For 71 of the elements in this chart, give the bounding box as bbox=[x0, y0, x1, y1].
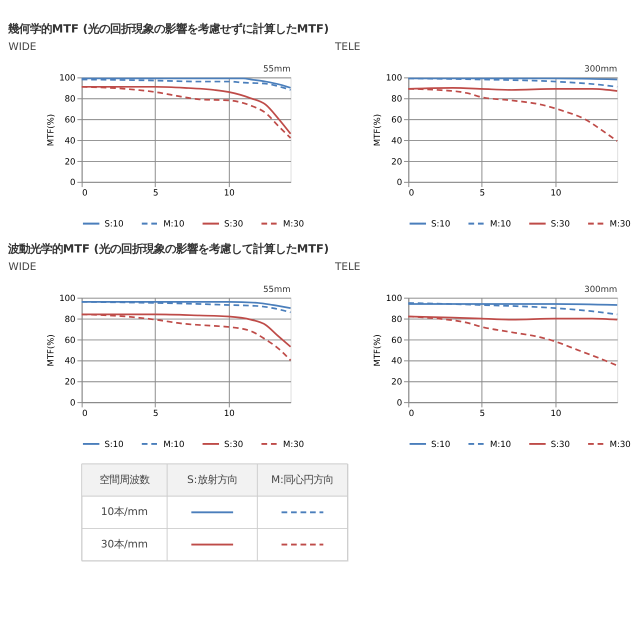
y-tick-label: 40 bbox=[64, 136, 76, 146]
y-tick-label: 80 bbox=[391, 94, 402, 105]
y-tick-label: 100 bbox=[386, 74, 402, 84]
chart-title: 幾何学的MTF (光の回折現象の影響を考慮せずに計算したMTF) bbox=[6, 21, 329, 36]
chart-title: TELE bbox=[334, 261, 360, 274]
chart-title: 波動光学的MTF (光の回折現象の影響を考慮して計算したMTF) bbox=[6, 242, 329, 256]
x-tick-label: 10 bbox=[550, 408, 562, 419]
x-tick-label: 0 bbox=[82, 188, 88, 199]
legend-label: S:10 bbox=[104, 219, 124, 230]
text: 300mm bbox=[584, 64, 618, 75]
y-tick-label: 60 bbox=[391, 336, 402, 346]
legend-label: M:10 bbox=[490, 440, 512, 450]
y-tick-label: 40 bbox=[64, 356, 76, 367]
y-tick-label: 80 bbox=[391, 314, 402, 325]
y-tick-label: 40 bbox=[391, 356, 402, 367]
legend-label: S:30 bbox=[224, 219, 244, 230]
x-tick-label: 10 bbox=[550, 188, 562, 199]
y-tick-label: 80 bbox=[64, 94, 76, 105]
text: 空間周波数 bbox=[99, 474, 150, 486]
text: 10本/mm bbox=[100, 506, 148, 518]
y-axis-title: MTF(%) bbox=[373, 334, 384, 367]
y-tick-label: 100 bbox=[59, 74, 76, 84]
legend-label: M:30 bbox=[610, 219, 631, 230]
text: 55mm bbox=[263, 285, 291, 295]
y-tick-label: 40 bbox=[391, 136, 402, 146]
text: M:同心円方向 bbox=[271, 474, 334, 486]
y-tick-label: 0 bbox=[396, 398, 402, 408]
y-tick-label: 100 bbox=[386, 294, 402, 304]
y-tick-label: 20 bbox=[64, 157, 76, 168]
x-tick-label: 0 bbox=[408, 408, 414, 419]
x-tick-label: 5 bbox=[152, 408, 158, 419]
chart-subtitle: WIDE bbox=[8, 40, 36, 53]
legend-label: S:10 bbox=[431, 440, 450, 450]
y-tick-label: 100 bbox=[59, 294, 76, 304]
y-tick-label: 0 bbox=[70, 398, 76, 408]
legend-label: S:30 bbox=[550, 440, 570, 450]
x-tick-label: 10 bbox=[224, 408, 235, 419]
text: 55mm bbox=[263, 64, 291, 75]
legend-label: M:30 bbox=[282, 219, 304, 230]
legend-label: S:30 bbox=[224, 440, 244, 450]
legend-label: M:10 bbox=[490, 219, 512, 230]
y-tick-label: 20 bbox=[391, 157, 402, 168]
y-tick-label: 0 bbox=[396, 178, 402, 188]
y-tick-label: 80 bbox=[64, 314, 76, 325]
x-tick-label: 10 bbox=[224, 188, 235, 199]
legend-label: M:10 bbox=[163, 219, 184, 230]
text: 300mm bbox=[584, 285, 618, 295]
legend-label: S:10 bbox=[104, 440, 124, 450]
chart-title: TELE bbox=[334, 40, 360, 53]
y-tick-label: 0 bbox=[70, 178, 76, 188]
legend-label: M:30 bbox=[610, 440, 631, 450]
text: S:放射方向 bbox=[187, 474, 238, 486]
x-tick-label: 5 bbox=[480, 188, 486, 199]
y-tick-label: 20 bbox=[64, 378, 76, 388]
y-axis-title: MTF(%) bbox=[46, 114, 56, 146]
y-axis-title: MTF(%) bbox=[46, 334, 56, 367]
y-tick-label: 60 bbox=[64, 336, 76, 346]
y-axis-title: MTF(%) bbox=[373, 114, 384, 146]
y-tick-label: 60 bbox=[391, 116, 402, 126]
legend-label: S:10 bbox=[431, 219, 450, 230]
legend-label: M:10 bbox=[163, 440, 184, 450]
chart-subtitle: WIDE bbox=[8, 261, 36, 274]
legend-label: S:30 bbox=[550, 219, 570, 230]
x-tick-label: 0 bbox=[408, 188, 414, 199]
legend-label: M:30 bbox=[282, 440, 304, 450]
y-tick-label: 60 bbox=[64, 116, 76, 126]
text: 30本/mm bbox=[100, 538, 148, 550]
y-tick-label: 20 bbox=[391, 378, 402, 388]
x-tick-label: 5 bbox=[480, 408, 486, 419]
x-tick-label: 5 bbox=[152, 188, 158, 199]
x-tick-label: 0 bbox=[82, 408, 88, 419]
